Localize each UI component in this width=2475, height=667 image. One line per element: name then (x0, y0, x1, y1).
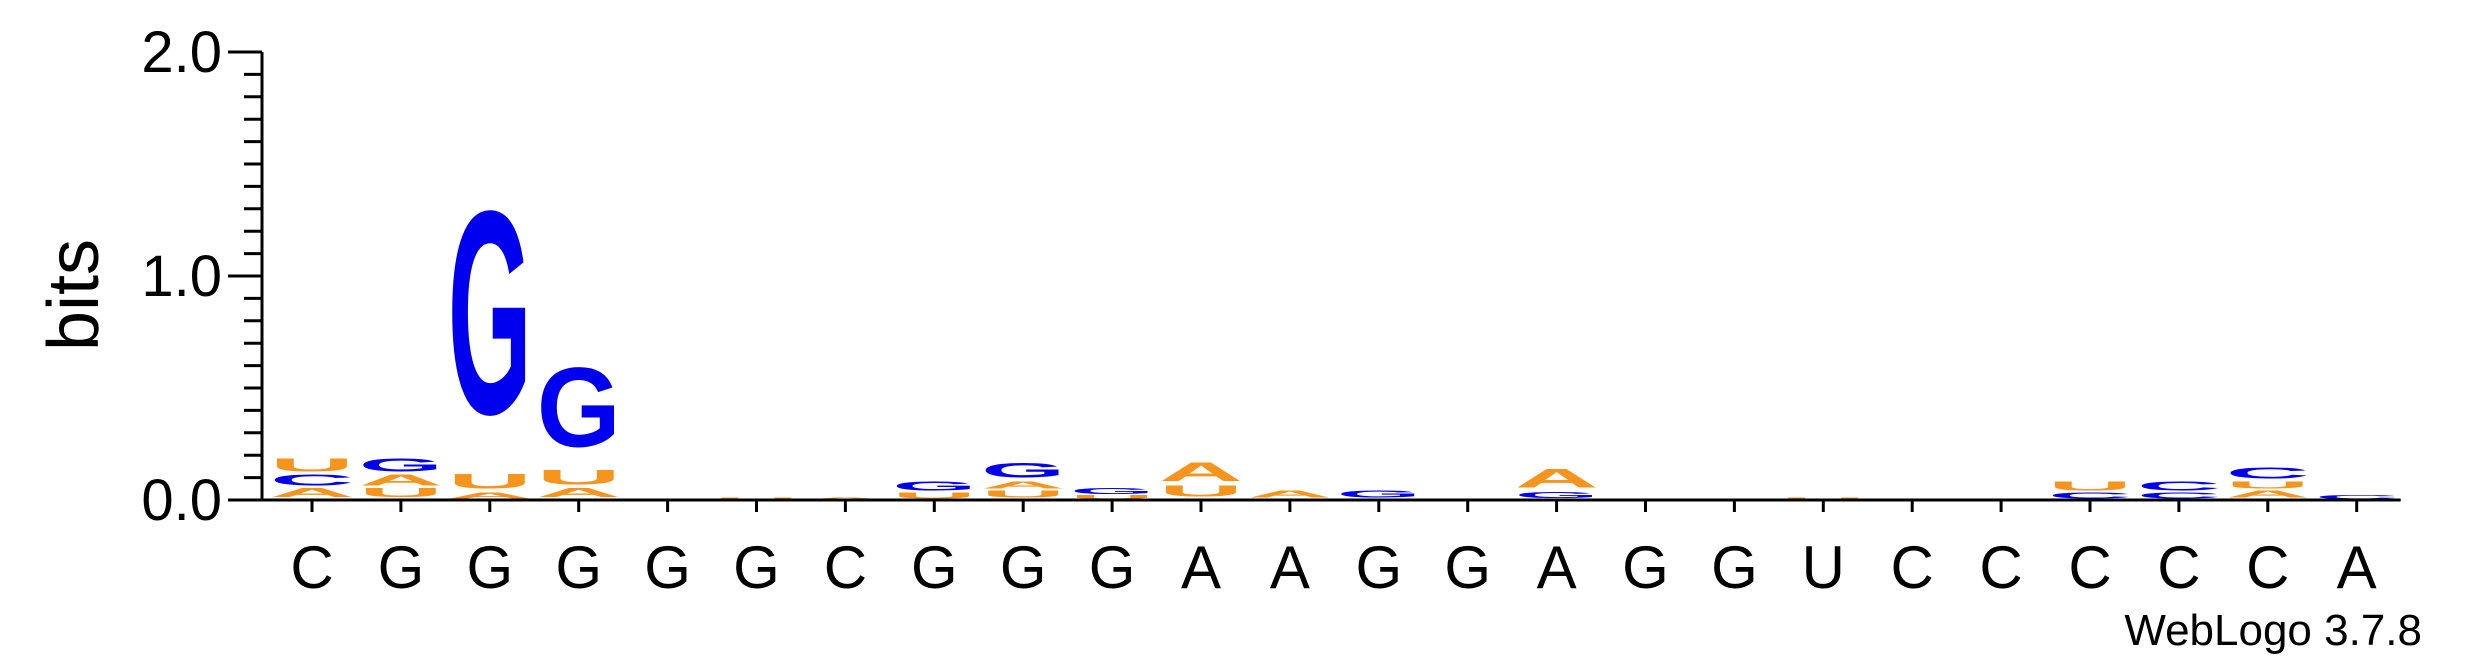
x-tick-label: C (290, 534, 333, 601)
logo-letter: A (1248, 488, 1332, 500)
logo-letter: G (448, 152, 532, 475)
logo-letter: A (448, 491, 532, 500)
logo-letter: C (2226, 464, 2310, 482)
x-tick-label: G (466, 534, 513, 601)
logo-letter-mark: C (2137, 478, 2221, 493)
logo-letter-mark: G (448, 152, 532, 475)
logo-letter-mark: A (270, 485, 354, 500)
logo-letter-mark: A (2226, 488, 2310, 500)
weblogo-credit: WebLogo 3.7.8 (2124, 606, 2422, 655)
logo-letter-mark: U (1159, 482, 1243, 500)
logo-letter: G (1070, 487, 1154, 496)
x-tick-label: G (1089, 534, 1136, 601)
logo-letter: U (2048, 478, 2132, 493)
logo-letter-mark: U (537, 465, 621, 489)
logo-letter-mark: A (1159, 457, 1243, 486)
logo-letter-mark: A (981, 479, 1065, 491)
logo-letter: G (892, 479, 976, 494)
logo-letter-mark: U (981, 488, 1065, 500)
logo-letter: G (981, 459, 1065, 482)
x-tick-label: G (378, 534, 425, 601)
x-tick-label: A (1270, 534, 1310, 601)
logo-letter-mark: A (1515, 464, 1599, 493)
logo-letter: C (2137, 478, 2221, 493)
x-tick-label: G (1444, 534, 1491, 601)
logo-letter-mark: G (892, 479, 976, 494)
logo-letter: A (359, 471, 443, 489)
x-tick-label: C (1891, 534, 1934, 601)
x-tick-label: A (1537, 534, 1577, 601)
logo-letter-mark: U (359, 485, 443, 500)
y-axis-label: bits (34, 239, 114, 351)
logo-letter: C (270, 471, 354, 489)
x-tick-label: A (2337, 534, 2377, 601)
logo-letter-mark: G (1337, 488, 1421, 500)
logo-letter-mark: C (2048, 491, 2132, 500)
logo-letter: A (2226, 488, 2310, 500)
x-tick-label: C (1979, 534, 2022, 601)
x-tick-label: C (2068, 534, 2111, 601)
logo-letter: U (270, 455, 354, 476)
logo-letter: A (270, 485, 354, 500)
x-tick-label: C (824, 534, 867, 601)
logo-letter-mark: U (892, 491, 976, 500)
logo-letter-mark: A (448, 491, 532, 500)
x-tick-label: G (911, 534, 958, 601)
logo-letter: A (537, 485, 621, 500)
x-tick-label: G (733, 534, 780, 601)
logo-letter: U (537, 465, 621, 489)
logo-letter-mark: A (359, 471, 443, 489)
x-tick-label: G (1355, 534, 1402, 601)
logo-letter: U (1159, 482, 1243, 500)
letter-stacks: ACUUAGAUGAUGUAUGUAGUGUAAGGAUCUCCAUCC (270, 152, 2399, 500)
logo-letter: U (1070, 494, 1154, 500)
logo-letter-mark: A (537, 485, 621, 500)
x-tick-label: G (644, 534, 691, 601)
y-tick-label: 2.0 (141, 20, 222, 85)
logo-letter: U (359, 485, 443, 500)
logo-letter: C (2048, 491, 2132, 500)
logo-letter: C (2137, 491, 2221, 500)
logo-letter: U (892, 491, 976, 500)
logo-letter-mark: U (2226, 479, 2310, 491)
x-tick-label: G (1711, 534, 1758, 601)
x-tick-label: A (1181, 534, 1221, 601)
x-tick-label: U (1802, 534, 1845, 601)
logo-letter-mark: G (359, 455, 443, 476)
logo-letter-mark: U (2048, 478, 2132, 493)
y-tick-label: 1.0 (141, 244, 222, 309)
logo-letter: A (1159, 457, 1243, 486)
logo-letter: U (2226, 479, 2310, 491)
logo-letter-mark: U (1070, 494, 1154, 500)
logo-letter-mark: U (448, 470, 532, 494)
y-tick-label: 0.0 (141, 468, 222, 533)
x-tick-label: C (2157, 534, 2200, 601)
y-axis: 0.0 1.0 2.0 (141, 20, 264, 533)
logo-letter: U (448, 470, 532, 494)
x-tick-label: G (1622, 534, 1669, 601)
logo-letter-mark: C (2226, 464, 2310, 482)
logo-letter: C (2315, 494, 2399, 500)
logo-letter-mark: C (270, 471, 354, 489)
logo-letter-mark: C (2315, 494, 2399, 500)
logo-letter: U (981, 488, 1065, 500)
logo-letter: G (1337, 488, 1421, 500)
logo-letter: G (1515, 491, 1599, 500)
logo-letter-mark: C (2137, 491, 2221, 500)
logo-letter-mark: A (1248, 488, 1332, 500)
logo-letter: G (359, 455, 443, 476)
x-tick-label: G (555, 534, 602, 601)
logo-letter: A (1515, 464, 1599, 493)
logo-letter-mark: G (1515, 491, 1599, 500)
logo-letter-mark: G (537, 345, 621, 471)
logo-letter-mark: G (981, 459, 1065, 482)
logo-letter: A (981, 479, 1065, 491)
logo-letter-mark: G (1070, 487, 1154, 496)
x-tick-label: G (1000, 534, 1047, 601)
logo-letter-mark: U (270, 455, 354, 476)
logo-letter: G (537, 345, 621, 471)
x-tick-label: C (2246, 534, 2289, 601)
